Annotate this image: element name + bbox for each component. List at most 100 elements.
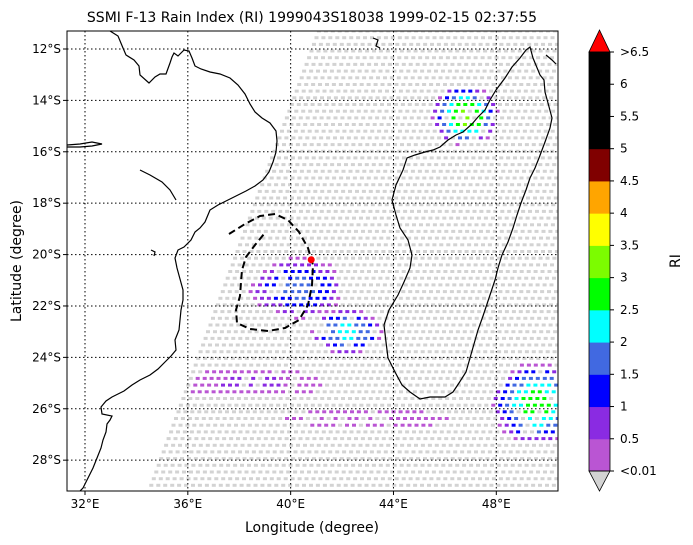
swath-pixel bbox=[307, 263, 311, 267]
swath-pixel bbox=[541, 343, 546, 347]
swath-pixel bbox=[377, 316, 382, 320]
swath-pixel bbox=[554, 457, 558, 461]
swath-pixel bbox=[395, 343, 400, 347]
swath-pixel bbox=[337, 463, 342, 467]
swath-pixel bbox=[294, 203, 299, 207]
swath-pixel bbox=[490, 423, 495, 427]
swath-pixel bbox=[320, 470, 325, 474]
swath-pixel bbox=[553, 423, 558, 427]
swath-pixel bbox=[485, 477, 489, 481]
swath-pixel bbox=[298, 323, 303, 327]
swath-pixel bbox=[408, 196, 412, 200]
swath-pixel bbox=[502, 296, 507, 300]
swath-pixel bbox=[447, 203, 452, 207]
swath-pixel bbox=[269, 383, 274, 387]
swath-pixel bbox=[387, 403, 392, 407]
swath-pixel bbox=[461, 370, 466, 374]
swath-pixel bbox=[478, 270, 483, 273]
swath-pixel bbox=[312, 209, 317, 213]
swath-pixel bbox=[375, 116, 380, 120]
swath-pixel bbox=[237, 283, 242, 287]
swath-pixel bbox=[380, 83, 385, 86]
swath-pixel bbox=[345, 103, 350, 106]
swath-pixel bbox=[430, 323, 435, 327]
swath-pixel bbox=[386, 423, 391, 427]
swath-pixel bbox=[256, 229, 261, 233]
swath-pixel bbox=[345, 196, 350, 200]
swath-pixel bbox=[532, 31, 537, 33]
swath-pixel bbox=[241, 290, 246, 294]
swath-pixel bbox=[367, 363, 372, 367]
swath-pixel bbox=[292, 417, 296, 420]
swath-pixel bbox=[263, 250, 268, 253]
swath-pixel bbox=[326, 116, 331, 120]
swath-pixel bbox=[395, 250, 400, 253]
swath-pixel bbox=[543, 450, 548, 454]
swath-pixel bbox=[335, 149, 339, 153]
swath-pixel bbox=[356, 316, 361, 320]
swath-pixel bbox=[388, 457, 393, 461]
swath-pixel bbox=[524, 483, 529, 487]
swath-pixel bbox=[374, 229, 379, 233]
swath-pixel bbox=[365, 49, 370, 53]
swath-pixel bbox=[540, 270, 545, 273]
swath-pixel bbox=[468, 183, 473, 187]
swath-pixel bbox=[474, 336, 479, 340]
swath-pixel bbox=[413, 69, 418, 73]
swath-pixel bbox=[497, 443, 502, 447]
swath-pixel bbox=[222, 303, 227, 307]
swath-pixel bbox=[333, 303, 338, 307]
swath-pixel bbox=[377, 203, 382, 207]
swath-pixel bbox=[468, 163, 473, 167]
swath-pixel bbox=[251, 450, 256, 454]
swath-pixel bbox=[488, 410, 493, 414]
swath-pixel bbox=[388, 136, 393, 140]
swath-pixel bbox=[240, 236, 245, 240]
swath-pixel bbox=[504, 236, 509, 240]
swath-pixel bbox=[270, 363, 275, 367]
swath-pixel bbox=[237, 263, 242, 267]
swath-pixel bbox=[454, 69, 459, 73]
swath-pixel bbox=[521, 283, 526, 287]
swath-pixel bbox=[347, 323, 352, 327]
swath-pixel bbox=[288, 390, 292, 394]
swath-pixel bbox=[346, 383, 350, 387]
swath-pixel bbox=[307, 336, 312, 340]
swath-pixel bbox=[437, 136, 442, 140]
swath-pixel bbox=[361, 303, 366, 307]
swath-pixel bbox=[408, 363, 413, 367]
swath-pixel bbox=[275, 216, 280, 220]
swath-pixel bbox=[310, 310, 315, 314]
swath-pixel bbox=[544, 203, 549, 207]
swath-pixel bbox=[356, 109, 361, 113]
swath-pixel bbox=[534, 323, 539, 327]
swath-pixel bbox=[335, 36, 340, 40]
swath-pixel bbox=[306, 169, 311, 173]
swath-pixel bbox=[489, 296, 493, 300]
swath-pixel bbox=[260, 483, 265, 487]
swath-pixel bbox=[408, 477, 413, 481]
swath-pixel bbox=[260, 276, 265, 280]
swath-pixel bbox=[282, 423, 287, 427]
swath-pixel bbox=[403, 397, 408, 400]
swath-pixel bbox=[234, 290, 239, 294]
swath-pixel bbox=[551, 89, 556, 93]
swath-pixel bbox=[446, 36, 451, 40]
swath-pixel bbox=[432, 450, 437, 454]
swath-pixel bbox=[383, 470, 388, 474]
swath-pixel bbox=[190, 410, 195, 414]
swath-pixel bbox=[533, 176, 538, 180]
swath-pixel bbox=[445, 376, 450, 380]
swath-pixel bbox=[274, 256, 279, 260]
swath-pixel bbox=[389, 417, 394, 420]
swath-pixel bbox=[328, 356, 332, 360]
swath-pixel bbox=[281, 463, 286, 467]
swath-pixel bbox=[477, 290, 482, 294]
swath-pixel bbox=[250, 209, 255, 213]
swath-pixel bbox=[228, 363, 233, 367]
swath-pixel bbox=[484, 176, 489, 180]
swath-pixel bbox=[487, 450, 492, 454]
swath-pixel bbox=[480, 263, 485, 267]
swath-pixel bbox=[506, 229, 511, 233]
swath-pixel bbox=[550, 430, 555, 434]
